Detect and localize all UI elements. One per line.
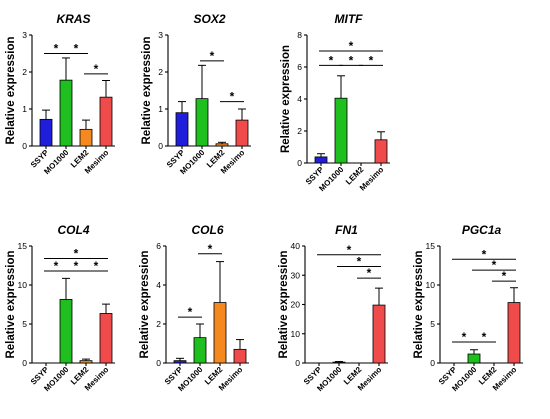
y-tick-label: 20 [291,300,301,310]
significance-star: * [188,305,193,319]
significance-star: * [208,242,213,256]
y-tick-label: 10 [18,280,28,290]
significance-star: * [462,330,467,344]
significance-star: * [94,62,99,76]
y-tick-label: 0 [22,358,27,368]
significance-star: * [349,53,354,67]
bar [195,98,209,147]
y-axis-label: Relative expression [5,36,17,144]
bar [175,112,189,147]
bar [79,128,93,147]
significance-star: * [482,247,487,261]
y-axis-label: Relative expression [139,250,151,358]
significance-star: * [482,330,487,344]
bar [314,156,328,164]
bar [173,360,187,364]
significance-star: * [54,42,59,56]
significance-star: * [347,243,352,257]
y-tick-label: 4 [156,280,161,290]
significance-star: * [54,259,59,273]
bar [99,313,113,364]
y-tick-label: 0 [430,358,435,368]
bar [374,139,388,164]
significance-star: * [357,254,362,268]
bar [213,302,227,364]
y-tick-label: 5 [22,319,27,329]
y-tick-label: 6 [297,62,302,72]
significance-star: * [74,246,79,260]
significance-star: * [349,39,354,53]
y-tick-label: 6 [156,241,161,251]
y-tick-label: 0 [22,141,27,151]
y-tick-label: 2 [156,319,161,329]
bar [372,304,386,364]
y-tick-label: 0 [295,358,300,368]
bar [39,118,53,147]
chart-title: MITF [335,12,364,26]
y-tick-label: 5 [430,319,435,329]
y-tick-label: 0 [156,358,161,368]
chart-title: COL6 [191,223,223,237]
significance-star: * [94,259,99,273]
y-tick-label: 4 [297,94,302,104]
bar [193,337,207,364]
y-tick-label: 3 [22,30,27,40]
chart-title: PGC1a [462,223,502,237]
significance-star: * [502,269,507,283]
bar [59,79,73,147]
chart-title: COL4 [57,223,89,237]
significance-star: * [210,49,215,63]
y-tick-label: 15 [426,241,436,251]
y-tick-label: 1 [22,104,27,114]
bar [507,302,521,364]
bar [467,353,481,364]
bar [79,360,93,364]
y-tick-label: 3 [158,30,163,40]
y-tick-label: 2 [22,67,27,77]
bar [332,361,346,364]
bar [334,97,348,164]
bar [215,143,229,147]
y-tick-label: 1 [158,104,163,114]
bar [233,348,247,364]
y-tick-label: 2 [158,67,163,77]
y-axis-label: Relative expression [5,250,17,358]
significance-star: * [230,90,235,104]
y-axis-label: Relative expression [413,250,425,358]
y-tick-label: 0 [158,141,163,151]
y-tick-label: 10 [291,329,301,339]
y-tick-label: 15 [18,241,28,251]
y-tick-label: 8 [297,30,302,40]
y-tick-label: 2 [297,126,302,136]
y-axis-label: Relative expression [141,36,153,144]
y-axis-label: Relative expression [278,250,290,358]
chart-title: KRAS [56,12,90,26]
significance-star: * [492,258,497,272]
y-tick-label: 40 [291,241,301,251]
significance-star: * [367,266,372,280]
significance-star: * [74,259,79,273]
significance-star: * [74,42,79,56]
y-tick-label: 10 [426,280,436,290]
y-tick-label: 0 [297,158,302,168]
significance-star: * [329,53,334,67]
chart-title: FN1 [335,223,358,237]
bar [235,119,249,147]
chart-title: SOX2 [193,12,225,26]
significance-star: * [369,53,374,67]
bar [99,96,113,147]
y-tick-label: 30 [291,270,301,280]
y-axis-label: Relative expression [280,45,292,153]
bar [59,299,73,364]
